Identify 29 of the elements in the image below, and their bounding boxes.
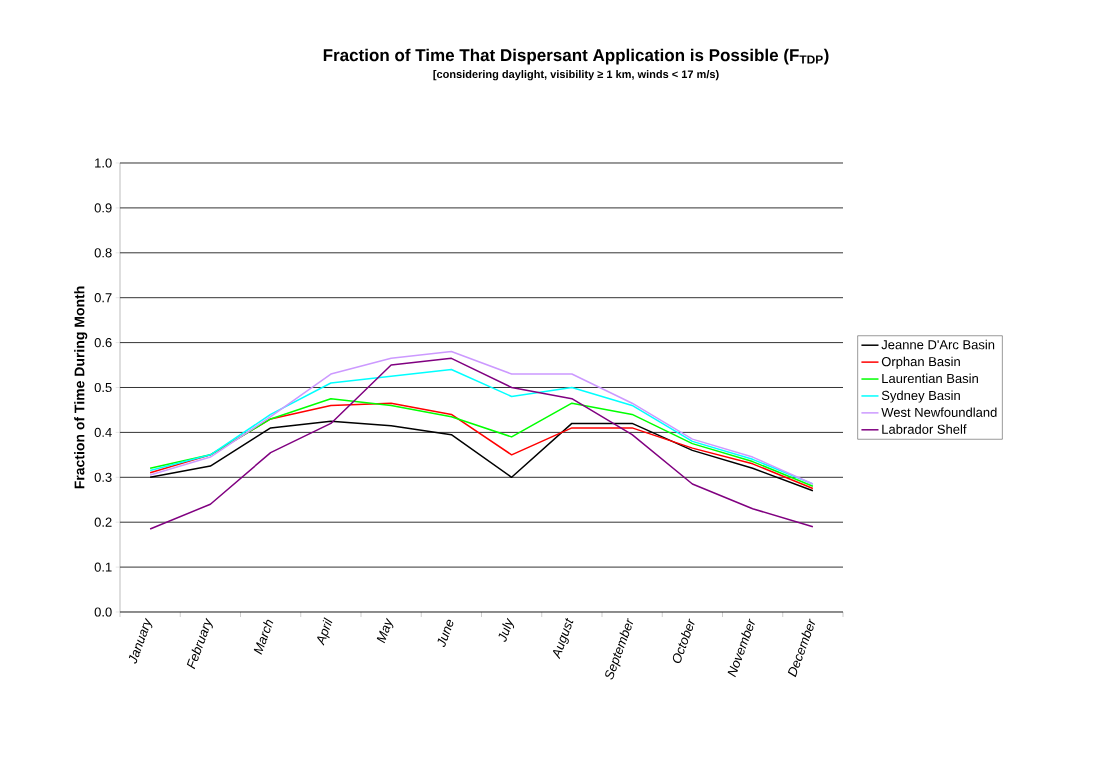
y-tick-label: 0.8 bbox=[94, 248, 112, 258]
chart-subtitle: [considering daylight, visibility ≥ 1 km, winds < 17 m/s) bbox=[433, 70, 719, 81]
legend-label: Labrador Shelf bbox=[882, 424, 967, 434]
legend-label: Jeanne D'Arc Basin bbox=[881, 339, 995, 350]
y-tick-label: 0.4 bbox=[94, 427, 112, 437]
y-tick-label: 0.7 bbox=[94, 293, 112, 303]
y-tick-label: 0.9 bbox=[94, 203, 112, 213]
y-tick-label: 1.0 bbox=[95, 158, 112, 168]
x-tick-label: October bbox=[672, 618, 695, 664]
y-tick-label: 0.2 bbox=[94, 517, 112, 527]
y-tick-label: 0.6 bbox=[94, 337, 112, 348]
x-tick-label: March bbox=[253, 619, 274, 655]
y-axis-title: Fraction of Time During Month bbox=[74, 286, 88, 489]
line-series bbox=[149, 357, 814, 530]
legend-label: Orphan Basin bbox=[881, 356, 960, 369]
chart-title: Fraction of Time That Dispersant Application is Possible (F$_{TDP}$) bbox=[323, 48, 829, 65]
legend-label: Laurentian Basin bbox=[882, 373, 978, 384]
x-tick-label: May bbox=[376, 617, 394, 644]
y-tick-label: 0.3 bbox=[94, 472, 112, 482]
legend-label: West Newfoundland bbox=[881, 407, 997, 417]
y-tick-label: 0.0 bbox=[94, 607, 112, 617]
x-tick-label: June bbox=[437, 619, 454, 647]
x-tick-label: April bbox=[317, 617, 333, 646]
y-tick-label: 0.1 bbox=[94, 562, 112, 572]
x-tick-label: August bbox=[552, 617, 574, 660]
legend-label: Sydney Basin bbox=[881, 390, 960, 403]
x-tick-label: July bbox=[498, 617, 515, 642]
y-tick-label: 0.5 bbox=[94, 382, 112, 393]
line-series bbox=[149, 420, 814, 492]
